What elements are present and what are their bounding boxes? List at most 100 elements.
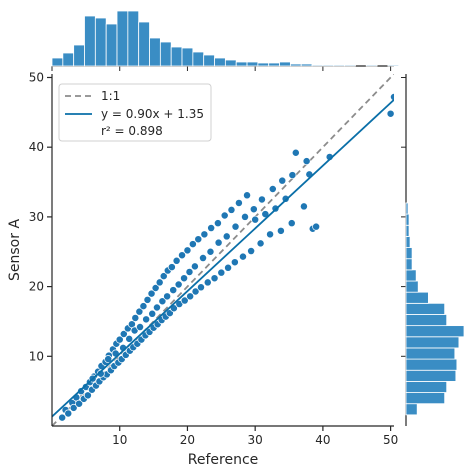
scatter-point bbox=[104, 355, 113, 364]
y-marginal-bar bbox=[405, 247, 413, 260]
scatter-point bbox=[256, 239, 265, 248]
y-marginal-bar bbox=[405, 269, 417, 282]
x-marginal-bar bbox=[73, 44, 85, 67]
x-marginal-bar bbox=[94, 17, 107, 67]
scatter-point bbox=[142, 315, 151, 324]
scatter-point bbox=[190, 262, 199, 271]
scatter-point bbox=[199, 254, 207, 262]
x-axis-ticks: 10 20 30 40 50 bbox=[112, 426, 398, 447]
x-marginal-bar bbox=[62, 52, 75, 67]
x-marginal-bar bbox=[127, 10, 140, 67]
scatter-point bbox=[266, 230, 275, 239]
scatter-point bbox=[206, 247, 215, 256]
scatter-point bbox=[220, 211, 229, 220]
x-tick-label: 20 bbox=[180, 433, 195, 447]
y-marginal-bar bbox=[405, 280, 419, 293]
scatter-point bbox=[281, 194, 290, 203]
x-marginal-bar bbox=[246, 61, 259, 67]
x-tick-label: 10 bbox=[112, 433, 127, 447]
scatter-point bbox=[186, 292, 195, 301]
x-marginal-bar bbox=[344, 64, 356, 67]
scatter-point bbox=[386, 109, 394, 118]
scatter-point bbox=[231, 222, 240, 231]
scatter-point bbox=[169, 286, 178, 295]
x-marginal-bar bbox=[387, 64, 400, 67]
y-marginal-bar bbox=[405, 314, 448, 327]
scatter-point bbox=[155, 278, 164, 287]
legend-fit-label: y = 0.90x + 1.35 bbox=[101, 107, 204, 121]
y-marginal-bar bbox=[405, 358, 458, 371]
scatter-point bbox=[241, 212, 249, 221]
scatter-point bbox=[167, 263, 176, 272]
scatter-point bbox=[194, 235, 203, 244]
x-tick-label: 50 bbox=[383, 433, 398, 447]
scatter-points bbox=[58, 93, 394, 422]
scatter-point bbox=[197, 283, 205, 292]
scatter-point bbox=[159, 272, 168, 281]
x-marginal-bar bbox=[322, 64, 335, 67]
scatter-point bbox=[247, 247, 256, 255]
y-marginal-bar bbox=[405, 236, 411, 248]
scatter-point bbox=[257, 195, 266, 204]
scatter-point bbox=[178, 251, 186, 260]
y-marginal-bar bbox=[405, 336, 460, 349]
scatter-point bbox=[214, 238, 223, 247]
legend-r2-label: r² = 0.898 bbox=[101, 124, 163, 138]
x-marginal-bar bbox=[105, 23, 118, 67]
legend: 1:1 y = 0.90x + 1.35 r² = 0.898 bbox=[58, 83, 212, 142]
scatter-point bbox=[131, 314, 140, 322]
y-marginal-bar bbox=[405, 213, 410, 226]
scatter-point bbox=[239, 252, 247, 261]
x-marginal-bar bbox=[84, 15, 96, 67]
x-marginal-bar bbox=[365, 64, 378, 67]
scatter-point bbox=[234, 199, 243, 207]
y-tick-label: 10 bbox=[29, 349, 44, 363]
scatter-point bbox=[312, 222, 321, 231]
x-marginal-bar bbox=[224, 59, 237, 67]
scatter-point bbox=[147, 289, 156, 298]
scatter-point bbox=[115, 335, 124, 344]
scatter-point bbox=[217, 268, 226, 277]
scatter-point bbox=[230, 258, 239, 267]
y-marginal-histogram bbox=[401, 74, 465, 426]
x-marginal-bar bbox=[268, 62, 280, 67]
x-marginal-bar bbox=[203, 54, 215, 67]
y-marginal-bar bbox=[405, 403, 418, 416]
legend-box bbox=[58, 83, 212, 142]
x-axis-title: Reference bbox=[188, 452, 259, 468]
y-marginal-bar bbox=[405, 224, 410, 237]
scatter-point bbox=[268, 185, 277, 193]
x-marginal-bar bbox=[300, 63, 313, 67]
x-tick-label: 40 bbox=[315, 433, 330, 447]
x-marginal-bar bbox=[181, 47, 194, 67]
x-marginal-bar bbox=[235, 61, 248, 67]
x-marginal-bar bbox=[214, 57, 226, 67]
scatter-point bbox=[58, 413, 67, 422]
scatter-point bbox=[75, 399, 84, 408]
scatter-point bbox=[261, 210, 270, 219]
y-marginal-bar bbox=[405, 291, 429, 304]
main-scatter-plot: 10 20 30 40 50 10 20 30 40 50 Reference Sensor A… bbox=[7, 70, 398, 468]
y-marginal-bar bbox=[405, 347, 456, 360]
y-marginal-bar bbox=[405, 369, 457, 382]
x-tick-label: 30 bbox=[248, 433, 263, 447]
scatter-point bbox=[278, 176, 287, 185]
scatter-point bbox=[390, 93, 394, 101]
y-tick-label: 40 bbox=[29, 140, 44, 154]
x-marginal-bar bbox=[149, 37, 161, 67]
x-marginal-bar bbox=[192, 51, 205, 67]
x-marginal-bar bbox=[170, 46, 183, 67]
legend-identity-label: 1:1 bbox=[101, 89, 120, 103]
regression-line bbox=[52, 99, 394, 418]
scatter-point bbox=[183, 246, 192, 255]
x-marginal-bar bbox=[51, 57, 64, 67]
scatter-point bbox=[69, 403, 78, 412]
scatter-point bbox=[287, 219, 296, 228]
x-marginal-bar bbox=[311, 64, 324, 67]
y-axis-ticks: 10 20 30 40 50 bbox=[29, 70, 52, 363]
y-marginal-bar bbox=[405, 380, 448, 393]
scatter-point bbox=[210, 274, 219, 283]
y-axis-title: Sensor A bbox=[7, 219, 23, 281]
x-marginal-bar bbox=[257, 62, 270, 67]
scatter-point bbox=[299, 202, 308, 211]
